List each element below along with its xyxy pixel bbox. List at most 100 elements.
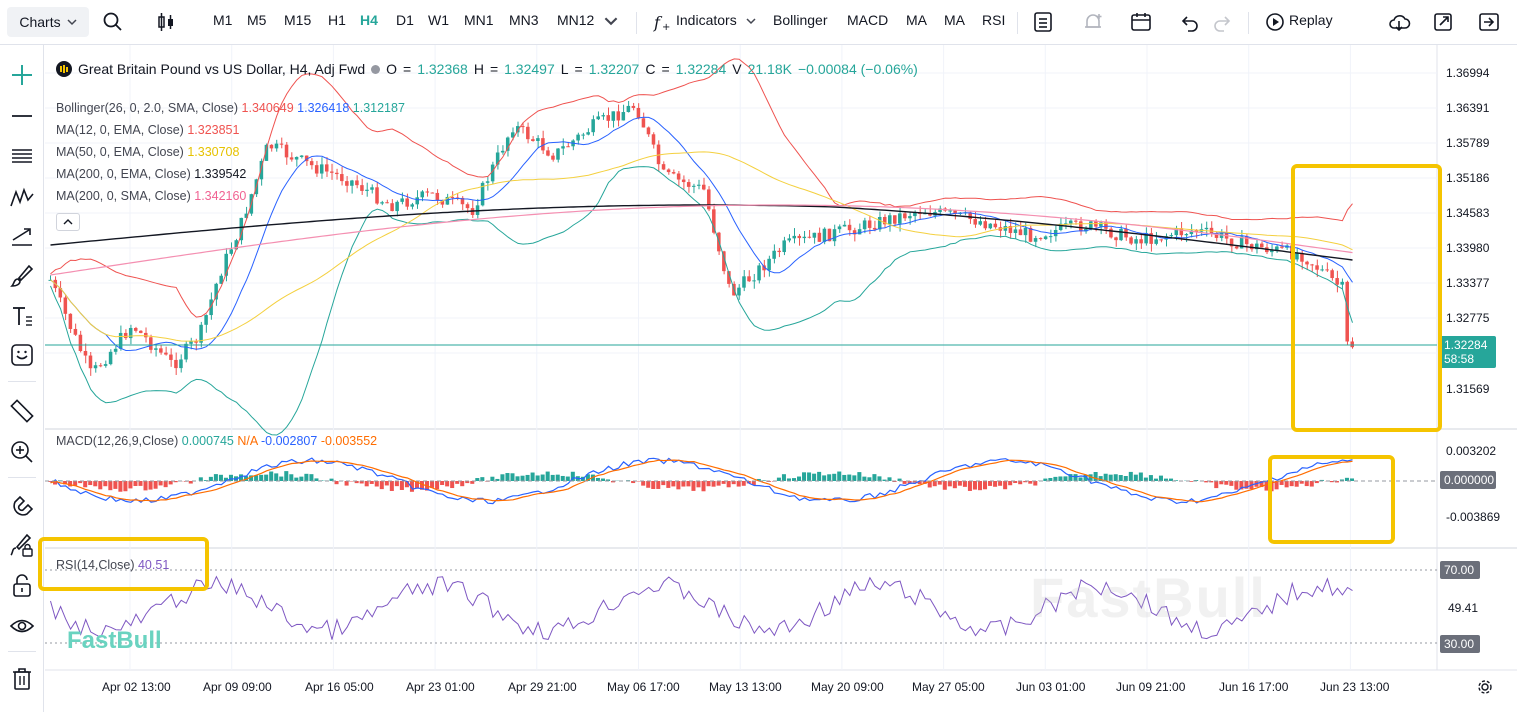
- quick-indicator-rsi[interactable]: RSI: [982, 12, 1006, 28]
- chart-type-icon[interactable]: [154, 10, 178, 34]
- quick-indicator-ma-2[interactable]: MA: [944, 12, 965, 28]
- share-icon[interactable]: [1431, 10, 1455, 34]
- candle-body: [179, 359, 183, 369]
- macd-histogram-bar: [409, 481, 414, 492]
- ruler-icon[interactable]: [9, 398, 35, 424]
- redo-icon[interactable]: [1210, 10, 1234, 34]
- candle-body: [842, 224, 847, 227]
- candle-body: [857, 229, 862, 235]
- intervals-chevron-icon[interactable]: [604, 14, 618, 28]
- ma200ema-legend[interactable]: MA(200, 0, EMA, Close) 1.339542: [56, 167, 246, 181]
- candle-body: [360, 185, 364, 191]
- eye-icon[interactable]: [9, 613, 35, 639]
- candle-body: [1234, 246, 1239, 249]
- candle-body: [666, 169, 671, 173]
- magnet-icon[interactable]: [9, 494, 35, 520]
- candle-body: [641, 118, 646, 128]
- macd-histogram-bar: [1244, 481, 1249, 489]
- horizontal-lines-icon[interactable]: [9, 143, 35, 169]
- candle-body: [1164, 236, 1169, 240]
- candle-body: [1079, 221, 1083, 232]
- trend-line-icon[interactable]: [9, 103, 35, 129]
- macd-legend[interactable]: MACD(12,26,9,Close) 0.000745 N/A -0.0028…: [56, 434, 377, 448]
- candle-body: [138, 330, 143, 333]
- candle-body: [727, 271, 731, 284]
- macd-histogram-bar: [842, 474, 847, 481]
- macd-histogram-bar: [304, 473, 309, 481]
- ma12-legend[interactable]: MA(12, 0, EMA, Close) 1.323851: [56, 123, 239, 137]
- candle-body: [1003, 226, 1008, 231]
- macd-histogram-bar: [721, 481, 726, 484]
- interval-m1[interactable]: M1: [213, 12, 233, 28]
- candle-body: [1280, 246, 1284, 248]
- interval-w1[interactable]: W1: [428, 12, 449, 28]
- templates-icon[interactable]: [1031, 10, 1055, 34]
- interval-h4[interactable]: H4: [360, 12, 378, 28]
- macd-histogram-bar: [887, 477, 892, 481]
- low-label: L: [560, 61, 569, 77]
- replay-icon[interactable]: [1263, 10, 1287, 34]
- ma200sma-legend[interactable]: MA(200, 0, SMA, Close) 1.342160: [56, 189, 246, 203]
- high-label: H: [473, 61, 484, 77]
- interval-mn1[interactable]: MN1: [464, 12, 494, 28]
- lock-icon[interactable]: [9, 573, 35, 599]
- text-tool-icon[interactable]: [9, 303, 35, 329]
- cloud-save-icon[interactable]: [1387, 10, 1411, 34]
- interval-d1[interactable]: D1: [396, 12, 414, 28]
- candle-body: [737, 287, 741, 296]
- macd-histogram-bar: [1128, 471, 1133, 481]
- chart-settings-icon[interactable]: [1477, 679, 1493, 695]
- quick-indicator-ma[interactable]: MA: [906, 12, 927, 28]
- calendar-icon[interactable]: [1129, 10, 1153, 34]
- bollinger-legend[interactable]: Bollinger(26, 0, 2.0, SMA, Close) 1.3406…: [56, 101, 405, 115]
- charts-dropdown[interactable]: Charts: [7, 7, 89, 37]
- undo-icon[interactable]: [1178, 10, 1202, 34]
- candle-body: [792, 235, 797, 239]
- brush-icon[interactable]: [9, 263, 35, 289]
- indicators-fx-icon[interactable]: f +: [652, 10, 672, 34]
- quick-indicator-bollinger[interactable]: Bollinger: [773, 12, 828, 28]
- interval-mn12[interactable]: MN12: [557, 12, 595, 28]
- price-chart-canvas[interactable]: [45, 45, 1517, 712]
- trash-icon[interactable]: [9, 666, 35, 692]
- macd-histogram-bar: [1234, 481, 1239, 490]
- macd-histogram-bar: [294, 477, 299, 481]
- macd-histogram-bar: [48, 481, 53, 482]
- low-value: 1.32207: [588, 61, 640, 77]
- pattern-icon[interactable]: [9, 184, 35, 210]
- emoji-icon[interactable]: [9, 342, 35, 368]
- candle-body: [1099, 222, 1103, 227]
- projection-icon[interactable]: [9, 223, 35, 249]
- date-axis-label: Jun 09 21:00: [1116, 680, 1186, 694]
- zoom-in-icon[interactable]: [9, 439, 35, 465]
- interval-m5[interactable]: M5: [247, 12, 267, 28]
- quick-indicator-macd[interactable]: MACD: [847, 12, 889, 28]
- macd-histogram-bar: [716, 481, 721, 486]
- lock-drawing-icon[interactable]: [9, 533, 35, 559]
- indicators-button[interactable]: Indicators: [676, 12, 737, 28]
- rsi-lower-tag: 30.00: [1440, 635, 1480, 653]
- candle-body: [314, 165, 319, 174]
- search-icon[interactable]: [101, 10, 125, 34]
- alert-icon[interactable]: [1081, 10, 1105, 34]
- svg-text:f: f: [653, 13, 663, 32]
- candle-body: [169, 354, 173, 360]
- macd-histogram-bar: [1304, 481, 1309, 487]
- macd-histogram-bar: [1098, 476, 1103, 481]
- indicators-chevron-icon[interactable]: [746, 16, 756, 26]
- replay-button[interactable]: Replay: [1289, 12, 1333, 28]
- interval-m15[interactable]: M15: [284, 12, 312, 28]
- exit-fullscreen-icon[interactable]: [1477, 10, 1501, 34]
- interval-h1[interactable]: H1: [328, 12, 346, 28]
- interval-mn3[interactable]: MN3: [509, 12, 539, 28]
- rsi-legend[interactable]: RSI(14,Close) 40.51: [56, 558, 169, 572]
- bollinger-upper-line: [50, 58, 1353, 318]
- candle-body: [712, 209, 716, 233]
- candle-body: [586, 132, 590, 135]
- collapse-legend-button[interactable]: [56, 213, 80, 231]
- candle-body: [244, 213, 249, 218]
- macd-histogram-bar: [455, 481, 460, 484]
- chart-area[interactable]: Great Britain Pound vs US Dollar, H4, Ad…: [38, 45, 1517, 712]
- ma50-legend[interactable]: MA(50, 0, EMA, Close) 1.330708: [56, 145, 239, 159]
- crosshair-icon[interactable]: [9, 62, 35, 88]
